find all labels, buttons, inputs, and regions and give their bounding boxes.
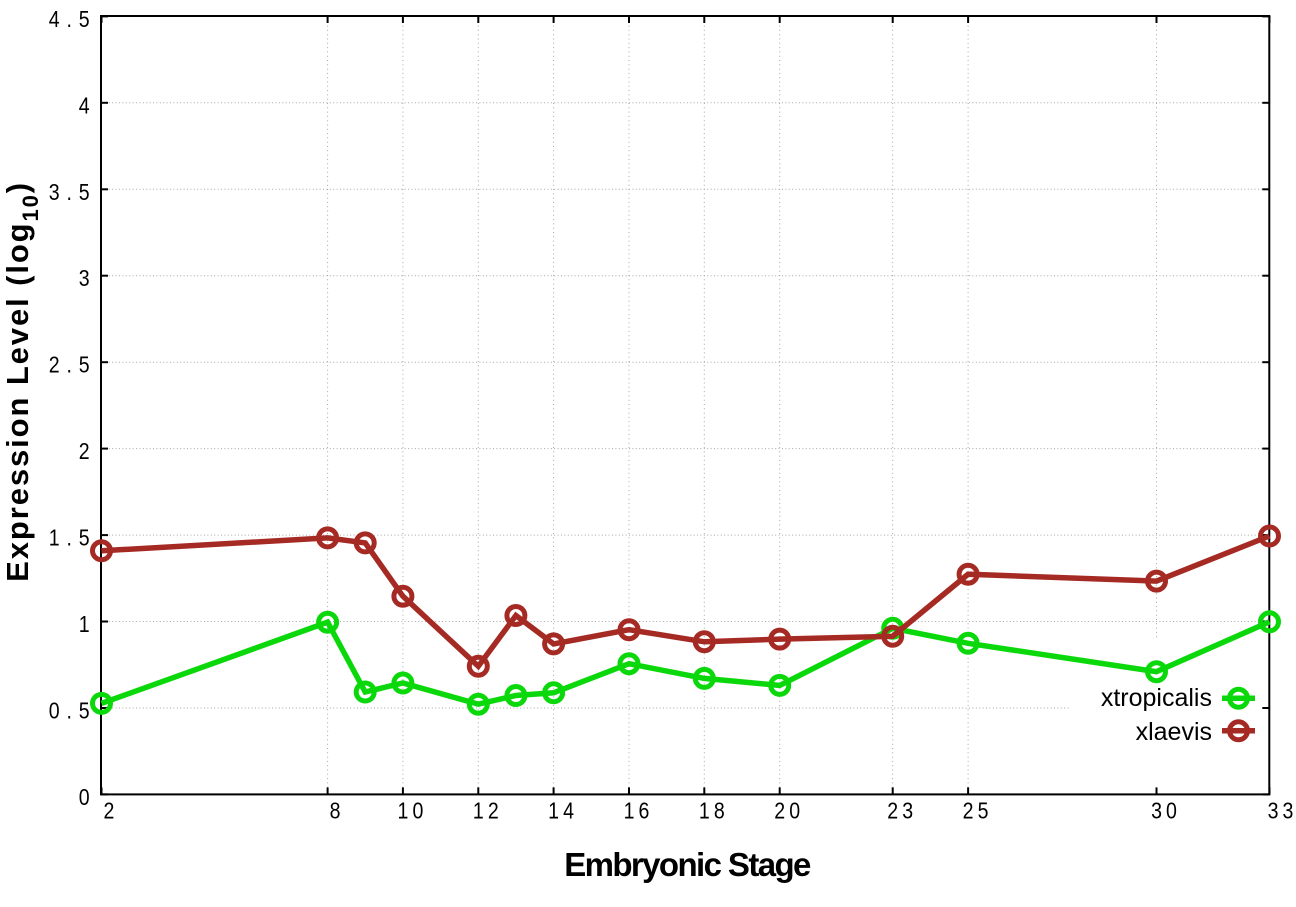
svg-text:5: 5 xyxy=(978,798,989,824)
svg-text:1: 1 xyxy=(49,525,60,551)
svg-text:5: 5 xyxy=(79,525,90,551)
svg-text:1: 1 xyxy=(397,798,408,824)
svg-text:.: . xyxy=(66,352,71,378)
svg-text:0: 0 xyxy=(412,798,423,824)
svg-text:5: 5 xyxy=(79,352,90,378)
svg-text:2: 2 xyxy=(887,798,898,824)
svg-text:8: 8 xyxy=(714,798,725,824)
svg-text:3: 3 xyxy=(79,266,90,292)
svg-text:2: 2 xyxy=(963,798,974,824)
svg-text:1: 1 xyxy=(548,798,559,824)
svg-text:0: 0 xyxy=(49,698,60,724)
svg-text:4: 4 xyxy=(79,93,90,119)
svg-text:3: 3 xyxy=(49,179,60,205)
svg-text:8: 8 xyxy=(330,798,341,824)
svg-text:2: 2 xyxy=(774,798,785,824)
svg-text:0: 0 xyxy=(789,798,800,824)
svg-text:.: . xyxy=(66,525,71,551)
svg-text:1: 1 xyxy=(624,798,635,824)
svg-text:Embryonic Stage: Embryonic Stage xyxy=(564,846,811,883)
svg-text:2: 2 xyxy=(488,798,499,824)
svg-text:4: 4 xyxy=(563,798,574,824)
svg-text:5: 5 xyxy=(79,698,90,724)
svg-text:0: 0 xyxy=(79,784,90,810)
svg-text:.: . xyxy=(66,6,71,32)
svg-text:5: 5 xyxy=(79,179,90,205)
svg-text:1: 1 xyxy=(79,612,90,638)
svg-text:3: 3 xyxy=(1151,798,1162,824)
svg-text:xlaevis: xlaevis xyxy=(1136,718,1212,746)
svg-text:3: 3 xyxy=(1283,798,1294,824)
svg-text:2: 2 xyxy=(104,798,115,824)
svg-text:5: 5 xyxy=(79,6,90,32)
svg-text:4: 4 xyxy=(49,6,60,32)
svg-text:3: 3 xyxy=(902,798,913,824)
svg-text:2: 2 xyxy=(79,439,90,465)
svg-text:3: 3 xyxy=(1268,798,1279,824)
svg-text:2: 2 xyxy=(49,352,60,378)
svg-text:0: 0 xyxy=(1166,798,1177,824)
svg-text:xtropicalis: xtropicalis xyxy=(1101,684,1212,712)
svg-text:.: . xyxy=(66,179,71,205)
svg-text:.: . xyxy=(66,698,71,724)
svg-text:1: 1 xyxy=(473,798,484,824)
svg-text:1: 1 xyxy=(699,798,710,824)
svg-text:6: 6 xyxy=(639,798,650,824)
